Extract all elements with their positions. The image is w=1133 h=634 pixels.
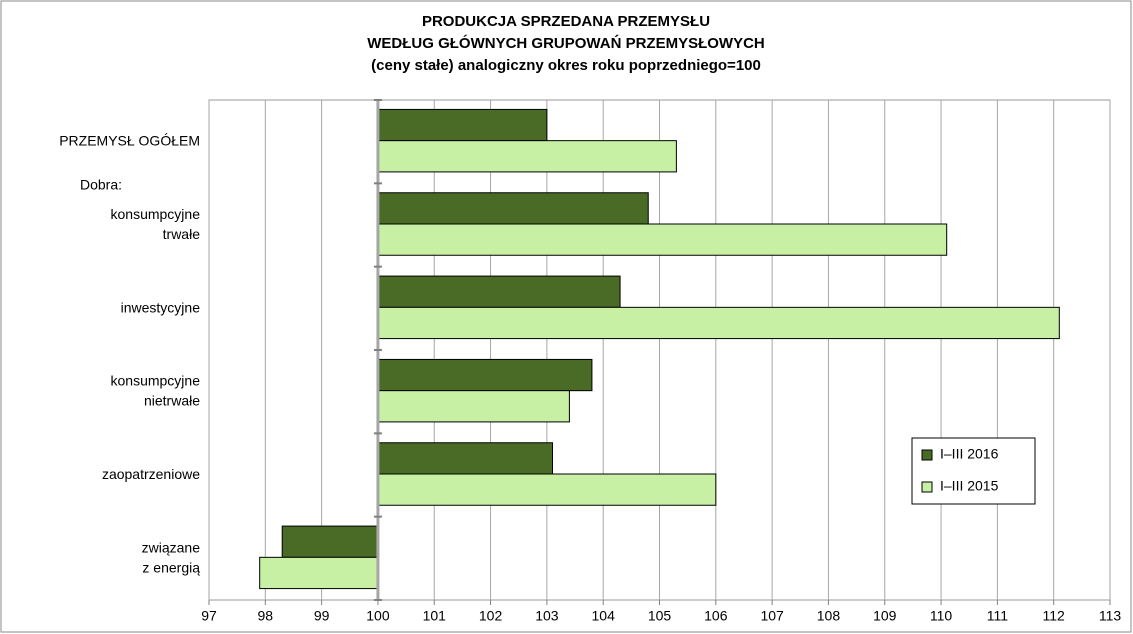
bar [377,275,621,308]
bar [377,192,649,225]
bar [377,140,677,173]
bar [259,556,379,590]
x-tick-label: 97 [201,608,217,624]
x-tick-label: 100 [366,608,390,624]
x-tick-label: 106 [704,608,728,624]
legend-box [911,437,1036,505]
bar [377,223,948,256]
x-tick-label: 109 [873,608,897,624]
bar [377,390,570,423]
y-tick-label: zaopatrzeniowe [102,466,200,482]
y-tick-label: inwestycyjne [121,299,201,315]
bar [377,306,1060,340]
bar [281,525,379,558]
chart-title: WEDŁUG GŁÓWNYCH GRUPOWAŃ PRZEMYSŁOWYCH [367,34,765,52]
bar [377,473,717,506]
annotation: Dobra: [80,177,122,193]
legend: I–III 2016 I–III 2015 [911,437,1036,505]
y-tick-label: konsumpcyjne trwałe [111,206,201,242]
x-tick-label: 104 [592,608,616,624]
x-tick-label: 98 [258,608,274,624]
x-tick-label: 107 [760,608,784,624]
x-tick-label: 99 [314,608,330,624]
legend-swatch [921,449,933,461]
x-tick-label: 113 [1099,608,1122,624]
bar [377,442,554,475]
chart-title: (ceny stałe) analogiczny okres roku popr… [371,57,761,74]
y-tick-label: związane z energią [142,539,201,575]
chart-title: PRODUKCJA SPRZEDANA PRZEMYSŁU [422,13,710,30]
x-tick-label: 102 [479,608,503,624]
legend-label: I–III 2015 [940,478,999,494]
legend-label: I–III 2016 [940,446,999,462]
x-tick-label: 105 [648,608,672,624]
x-tick-label: 103 [535,608,559,624]
x-tick-label: 111 [987,608,1008,624]
x-tick-label: 101 [423,608,447,624]
bar [377,108,548,142]
y-tick-label: konsumpcyjne nietrwałe [111,372,201,408]
x-tick-label: 112 [1043,608,1066,624]
x-tick-label: 110 [930,608,953,624]
legend-swatch [921,481,933,493]
bar [377,358,593,392]
y-tick-label: PRZEMYSŁ OGÓŁEM [59,132,200,148]
x-tick-label: 108 [817,608,841,624]
